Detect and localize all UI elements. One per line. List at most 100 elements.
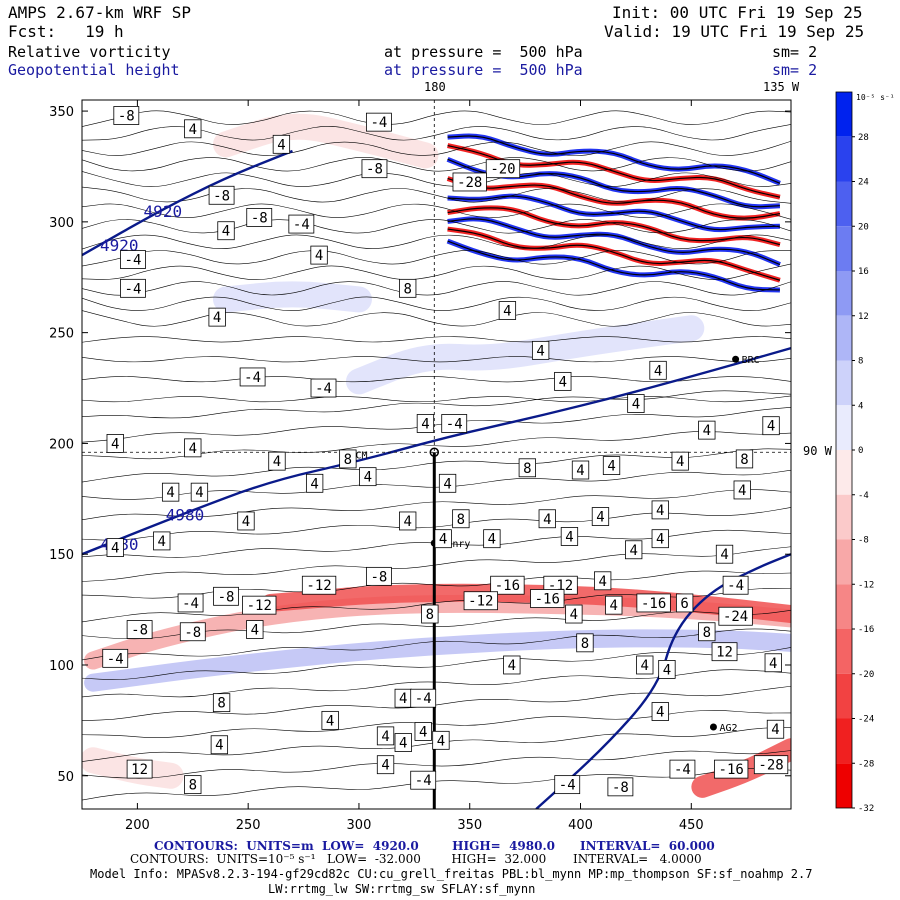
- svg-text:-8: -8: [184, 625, 201, 641]
- colorbar-segment: [836, 360, 852, 406]
- vorticity-contour-line-25: [82, 296, 791, 312]
- svg-text:4: 4: [421, 416, 429, 432]
- svg-text:4: 4: [215, 738, 223, 754]
- svg-text:-4: -4: [674, 762, 691, 778]
- svg-text:-8: -8: [251, 210, 268, 226]
- contour-value-label: -8: [246, 208, 273, 227]
- svg-text:4: 4: [166, 485, 174, 501]
- storm-contour-6: [447, 218, 781, 266]
- contour-value-label: -16: [714, 759, 749, 779]
- svg-text:4: 4: [656, 503, 664, 519]
- colorbar-tick-label: 16: [858, 267, 869, 277]
- contour-value-label: 4: [106, 538, 124, 557]
- svg-text:-4: -4: [559, 778, 576, 794]
- field2-level: at pressure = 500 hPa: [384, 61, 583, 79]
- svg-text:4: 4: [769, 656, 777, 672]
- svg-text:4: 4: [503, 303, 511, 319]
- contour-value-label: 4: [359, 467, 377, 487]
- footer-height-contours: CONTOURS: UNITS=m LOW= 4920.0 HIGH= 4980…: [154, 839, 715, 853]
- svg-text:4: 4: [570, 607, 578, 623]
- svg-text:-16: -16: [719, 762, 744, 778]
- vorticity-contour-line-23: [82, 336, 791, 343]
- contour-value-label: 4: [237, 511, 255, 531]
- svg-text:-24: -24: [723, 609, 748, 625]
- contour-value-label: 4: [649, 360, 667, 380]
- storm-contour-3: [447, 177, 781, 219]
- lon-180-label: 180: [424, 80, 446, 94]
- contour-value-label: 8: [212, 693, 231, 713]
- contour-value-label: -4: [365, 112, 392, 132]
- svg-text:4: 4: [654, 363, 662, 379]
- vorticity-contour-line-27: [82, 263, 791, 280]
- contour-value-label: 4: [651, 500, 669, 520]
- svg-text:-4: -4: [182, 596, 199, 612]
- contour-value-label: 4: [498, 301, 517, 320]
- colorbar-segment: [836, 673, 852, 719]
- colorbar-segment: [836, 226, 852, 271]
- colorbar-tick-label: 4: [858, 401, 863, 411]
- x-tick-label: 350: [457, 818, 482, 833]
- contour-value-label: 4: [394, 688, 412, 708]
- plot-frame: [81, 99, 792, 810]
- colorbar-tick-label: 20: [858, 222, 869, 232]
- colorbar-tick-label: 12: [858, 312, 869, 322]
- south-pole-marker: [429, 447, 440, 458]
- svg-text:4: 4: [189, 122, 197, 138]
- svg-text:-8: -8: [218, 589, 235, 605]
- height-contour-1: [82, 346, 791, 556]
- contour-value-label: 4: [246, 620, 264, 639]
- contour-value-label: 4: [190, 482, 209, 502]
- contour-value-label: 8: [399, 278, 417, 298]
- svg-text:4: 4: [576, 463, 584, 479]
- contour-value-label: 4: [565, 604, 583, 624]
- vorticity-contour-line-15: [82, 469, 791, 500]
- contour-value-label: 4: [217, 221, 235, 241]
- colorbar-tick-label: 0: [858, 446, 863, 456]
- field1-level: at pressure = 500 hPa: [384, 43, 583, 61]
- svg-text:-4: -4: [415, 691, 432, 707]
- pale-region-0: [213, 113, 439, 169]
- svg-text:-8: -8: [366, 162, 383, 178]
- contour-value-label: -8: [213, 586, 239, 606]
- vorticity-contour-line-26: [82, 281, 791, 296]
- contour-value-label: -28: [452, 172, 487, 192]
- svg-text:-12: -12: [247, 598, 272, 614]
- svg-text:4: 4: [381, 729, 389, 745]
- contour-value-label: -4: [102, 648, 129, 668]
- vorticity-contour-line-19: [82, 390, 791, 419]
- vorticity-contour-line-1: [82, 750, 791, 779]
- svg-text:4: 4: [632, 397, 640, 413]
- svg-text:8: 8: [217, 696, 225, 712]
- contour-value-label: 4: [733, 480, 751, 500]
- colorbar-segment: [836, 629, 852, 674]
- contour-value-label: 12: [711, 642, 738, 662]
- svg-text:4: 4: [399, 736, 407, 752]
- colorbar-segment: [836, 763, 852, 808]
- colorbar-segment: [836, 315, 852, 361]
- contour-value-label: 4: [605, 595, 623, 615]
- station-marker-ag2: [709, 723, 717, 731]
- contour-value-label: 4: [432, 730, 450, 750]
- storm-contour-8: [447, 240, 780, 291]
- svg-text:4: 4: [738, 483, 746, 499]
- station-label-mcm: MCM: [349, 451, 367, 462]
- contour-value-label: -12: [301, 575, 337, 595]
- storm-contour-0: [447, 135, 781, 184]
- contour-value-label: 4: [766, 719, 785, 739]
- colorbar-tick-label: 28: [858, 133, 869, 143]
- vorticity-contour-line-36: [82, 124, 791, 141]
- footer-model-info-2: LW:rrtmg_lw SW:rrtmg_sw SFLAY:sf_mynn: [268, 882, 536, 896]
- svg-text:-28: -28: [758, 758, 783, 774]
- footer-model-info: Model Info: MPASv8.2.3-194-gf29cd82c CU:…: [90, 867, 813, 881]
- x-tick-label: 200: [125, 818, 150, 833]
- x-tick-label: 400: [568, 818, 593, 833]
- svg-text:-8: -8: [370, 569, 387, 585]
- vorticity-contour-line-20: [82, 395, 791, 403]
- svg-text:8: 8: [189, 778, 197, 794]
- contour-value-label: 4: [184, 119, 202, 139]
- pale-region-3: [213, 281, 372, 313]
- vorticity-contour-line-2: [82, 727, 791, 762]
- contour-value-label: 4: [636, 655, 654, 675]
- station-label-brc: BRC: [742, 355, 760, 366]
- colorbar-tick-label: -4: [858, 491, 869, 501]
